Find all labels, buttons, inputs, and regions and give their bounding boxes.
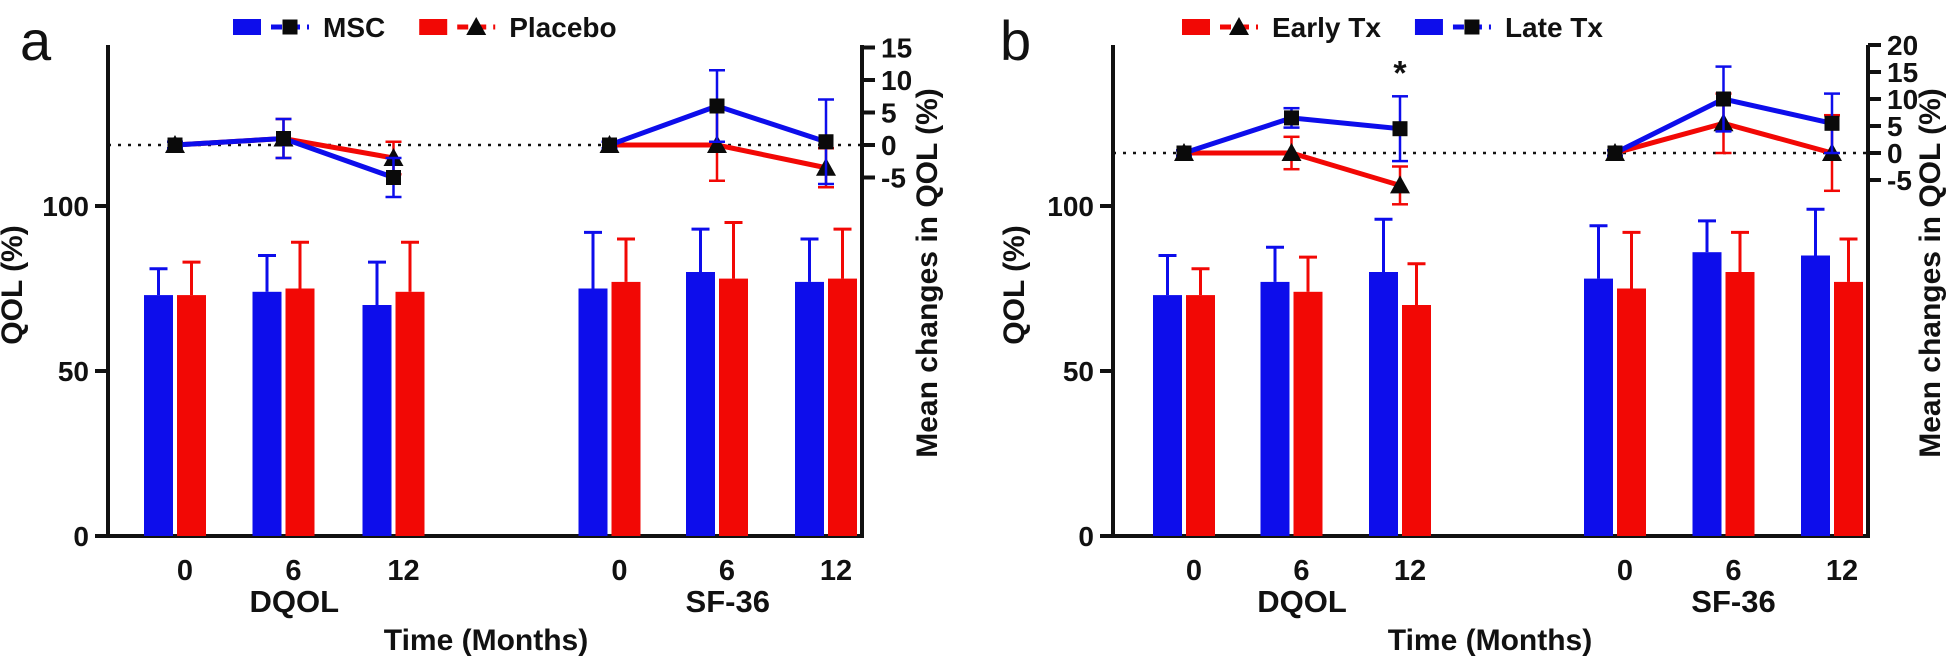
left-axis-tick-label: 0 [1078, 521, 1094, 552]
bar-early-tx-dqol-m6 [1293, 291, 1323, 536]
bar-early-tx-sf-36-m6 [1725, 272, 1755, 536]
right-axis-tick-label: 10 [1887, 84, 1918, 115]
left-axis-tick-label: 50 [58, 356, 89, 387]
x-axis-title: Time (Months) [384, 624, 588, 657]
bar-placebo-dqol-m0 [177, 295, 206, 536]
panel-letter: a [20, 9, 52, 72]
right-axis-tick-label: -5 [881, 163, 906, 194]
marker-square-icon [1824, 115, 1840, 131]
right-axis-tick-label: 5 [881, 98, 897, 129]
x-tick-label: 6 [285, 555, 301, 587]
significance-asterisk: * [1393, 54, 1407, 92]
bar-msc-dqol-m0 [144, 295, 173, 536]
bar-placebo-sf-36-m12 [828, 278, 857, 536]
legend-bar-swatch [419, 19, 448, 35]
left-axis-title: QOL (%) [998, 225, 1031, 344]
left-axis-tick-label: 100 [42, 191, 89, 222]
left-axis-tick-label: 0 [73, 521, 89, 552]
right-axis-tick-label: 15 [881, 33, 912, 64]
left-axis-tick-label: 50 [1063, 356, 1094, 387]
x-tick-label: 6 [1293, 555, 1309, 587]
right-axis-tick-label: 15 [1887, 57, 1918, 88]
marker-square-icon [282, 19, 298, 35]
bar-msc-sf-36-m0 [578, 288, 608, 536]
marker-square-icon [1607, 145, 1623, 161]
bar-msc-dqol-m6 [252, 291, 282, 536]
group-label: DQOL [249, 584, 339, 619]
marker-square-icon [1284, 110, 1299, 126]
bar-msc-dqol-m12 [362, 305, 392, 536]
left-axis-tick-label: 100 [1047, 191, 1094, 222]
marker-triangle-icon [1390, 175, 1410, 194]
legend-label: MSC [323, 12, 385, 43]
x-tick-label: 6 [1725, 555, 1741, 587]
marker-square-icon [709, 98, 725, 114]
marker-square-icon [1464, 19, 1480, 35]
legend-label: Late Tx [1505, 12, 1603, 43]
x-tick-label: 0 [1186, 555, 1202, 587]
bar-early-tx-sf-36-m0 [1617, 288, 1646, 536]
marker-square-icon [386, 170, 401, 185]
x-tick-label: 0 [611, 555, 627, 587]
marker-square-icon [1176, 145, 1192, 161]
bar-placebo-sf-36-m0 [611, 281, 641, 536]
right-axis-tick-label: 20 [1887, 30, 1918, 61]
marker-square-icon [1716, 91, 1731, 107]
right-axis-title: Mean changes in QOL (%) [1914, 88, 1947, 458]
marker-square-icon [818, 134, 834, 150]
group-label: SF-36 [1691, 584, 1775, 619]
panel-letter: b [1000, 9, 1031, 72]
x-tick-label: 0 [177, 555, 193, 587]
marker-square-icon [167, 137, 183, 153]
bar-late-tx-dqol-m0 [1153, 295, 1182, 536]
right-axis-tick-label: 5 [1887, 111, 1903, 142]
bar-placebo-dqol-m12 [395, 291, 425, 536]
marker-triangle-icon [1281, 143, 1302, 161]
x-tick-label: 0 [1617, 555, 1633, 587]
marker-triangle-icon [466, 17, 487, 35]
bar-placebo-sf-36-m6 [719, 278, 748, 536]
bar-placebo-dqol-m6 [285, 288, 315, 536]
group-label: DQOL [1257, 584, 1347, 619]
right-axis-title: Mean changes in QOL (%) [911, 88, 944, 458]
bar-early-tx-dqol-m12 [1402, 305, 1431, 536]
left-axis-title: QOL (%) [0, 225, 29, 344]
legend-label: Placebo [509, 12, 616, 43]
legend-label: Early Tx [1272, 12, 1381, 43]
x-tick-label: 12 [1394, 555, 1426, 587]
bar-late-tx-dqol-m6 [1260, 281, 1290, 536]
right-axis-tick-label: 0 [881, 130, 897, 161]
right-axis-tick-label: 0 [1887, 138, 1903, 169]
bar-late-tx-dqol-m12 [1369, 272, 1398, 536]
bar-early-tx-dqol-m0 [1186, 295, 1215, 536]
x-axis-title: Time (Months) [1388, 624, 1592, 657]
bar-msc-sf-36-m12 [795, 281, 824, 536]
bar-late-tx-sf-36-m6 [1692, 252, 1722, 536]
marker-square-icon [602, 137, 617, 153]
bar-early-tx-sf-36-m12 [1834, 281, 1863, 536]
bar-late-tx-sf-36-m0 [1584, 278, 1613, 536]
marker-triangle-icon [707, 135, 727, 153]
x-tick-label: 12 [1826, 555, 1858, 587]
bar-msc-sf-36-m6 [686, 272, 715, 536]
group-label: SF-36 [686, 584, 770, 619]
legend-bar-swatch [233, 19, 261, 35]
right-axis-tick-label: -5 [1887, 165, 1912, 196]
legend-bar-swatch [1182, 19, 1210, 35]
x-tick-label: 6 [719, 555, 735, 587]
bar-late-tx-sf-36-m12 [1801, 255, 1830, 536]
x-tick-label: 12 [387, 555, 419, 587]
right-axis-tick-label: 10 [881, 65, 912, 96]
x-tick-label: 12 [820, 555, 852, 587]
marker-triangle-icon [1229, 17, 1249, 35]
marker-square-icon [1392, 121, 1408, 137]
marker-square-icon [276, 131, 291, 146]
legend-bar-swatch [1414, 19, 1443, 35]
